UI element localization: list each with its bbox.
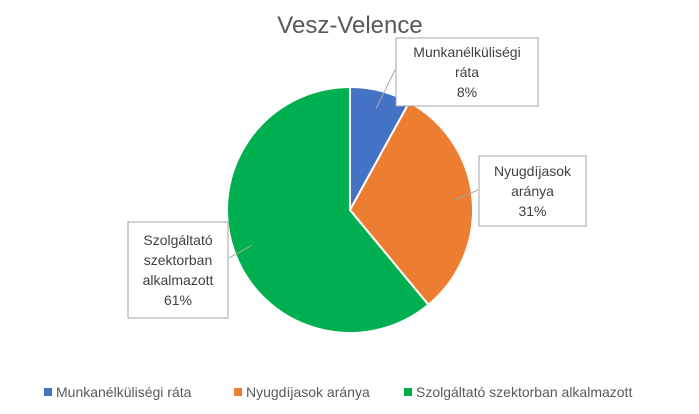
callout-box-3 <box>127 221 229 319</box>
leader-line-3 <box>228 244 252 259</box>
callout-label-line-1: Munkanélküliségi <box>413 44 520 60</box>
callout-label-line-3: alkalmazott <box>143 272 214 288</box>
data-label-callouts: Munkanélküliségi ráta 8% Nyugdíjasok aránya 3… <box>127 37 587 319</box>
legend-label-3: Szolgáltató szektorban alkalmazott <box>416 384 632 400</box>
legend-swatch-3 <box>404 388 412 396</box>
callout-label-line-2: Nyugdíjasok <box>494 163 572 179</box>
chart-title: Vesz-Velence <box>277 12 422 39</box>
chart-legend: Munkanélküliségi ráta Nyugdíjasok aránya S… <box>44 384 632 400</box>
leader-line-1 <box>375 69 396 109</box>
data-label-3: Szolgáltató szektorban alkalmazott 61% <box>127 221 252 319</box>
callout-label-line-3: szektorban <box>144 252 212 268</box>
pie-slice-2 <box>348 100 474 307</box>
callout-box-1 <box>395 37 539 107</box>
legend-item-2: Nyugdíjasok aránya <box>234 384 370 400</box>
callout-label-line-2: aránya <box>511 183 554 199</box>
pie-slice-3 <box>226 85 430 334</box>
data-label-2: Nyugdíjasok aránya 31% <box>453 155 587 227</box>
callout-value-3: 61% <box>164 292 192 308</box>
callout-label-line-3: Szolgáltató <box>143 232 212 248</box>
callout-value-1: 8% <box>457 84 477 100</box>
callout-label-line-1: ráta <box>455 64 479 80</box>
legend-item-3: Szolgáltató szektorban alkalmazott <box>404 384 632 400</box>
legend-item-1: Munkanélküliségi ráta <box>44 384 192 400</box>
callout-value-2: 31% <box>518 203 546 219</box>
legend-label-1: Munkanélküliségi ráta <box>56 384 192 400</box>
callout-box-2 <box>478 155 587 227</box>
leader-line-2 <box>453 189 479 201</box>
pie-slices <box>226 85 474 334</box>
data-label-1: Munkanélküliségi ráta 8% <box>375 37 539 109</box>
legend-swatch-1 <box>44 388 52 396</box>
legend-swatch-2 <box>234 388 242 396</box>
legend-label-2: Nyugdíjasok aránya <box>246 384 370 400</box>
